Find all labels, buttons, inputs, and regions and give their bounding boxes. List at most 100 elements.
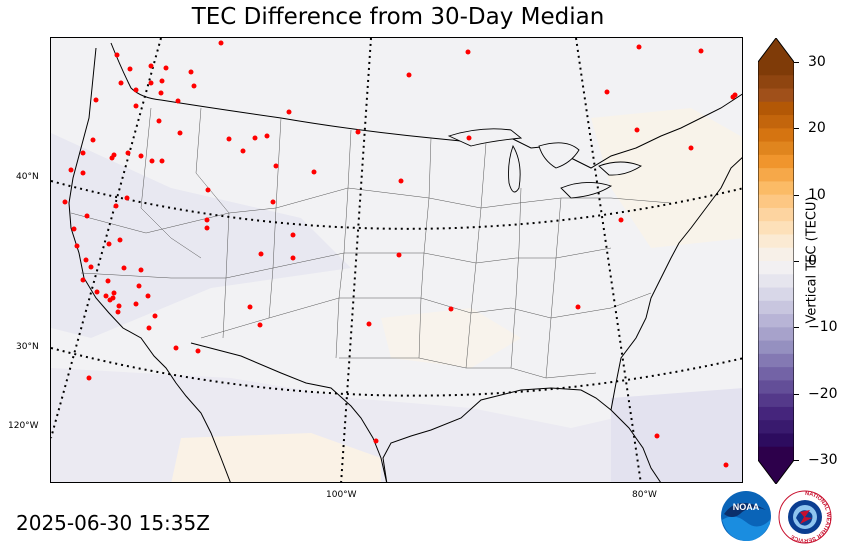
gps-station-marker	[124, 195, 130, 201]
colorbar-tick-mark	[794, 393, 799, 395]
colorbar-band	[758, 393, 794, 408]
nws-logo: NATIONAL WEATHER SERVICE	[778, 490, 832, 544]
gps-station-marker	[163, 65, 169, 71]
lon-label-100w: 100°W	[326, 490, 357, 500]
noaa-logo: NOAA	[721, 491, 771, 542]
gps-station-marker	[148, 80, 154, 86]
colorbar-tick-mark	[794, 261, 799, 262]
gps-station-marker	[156, 118, 162, 124]
colorbar-band	[758, 88, 794, 103]
gps-station-marker	[125, 150, 131, 156]
colorbar-band	[758, 128, 794, 143]
gps-station-marker	[205, 187, 211, 193]
colorbar-band	[758, 168, 794, 182]
gps-station-marker	[149, 158, 155, 164]
colorbar-tick-mark	[794, 327, 799, 329]
gps-station-marker	[68, 167, 74, 173]
gps-station-marker	[118, 80, 124, 86]
colorbar-tick-label: −10	[808, 319, 838, 336]
gps-station-marker	[273, 163, 279, 169]
gps-station-marker	[366, 321, 372, 327]
station-markers	[62, 40, 738, 468]
colorbar-band	[758, 115, 794, 129]
gps-station-marker	[146, 325, 152, 331]
gps-station-marker	[396, 252, 402, 258]
colorbar-tick-label: −30	[808, 452, 838, 468]
lon-label-80w: 80°W	[632, 490, 657, 500]
gps-station-marker	[115, 309, 121, 315]
gps-station-marker	[84, 213, 90, 219]
gps-station-marker	[654, 433, 660, 439]
colorbar-band	[758, 446, 794, 461]
gps-station-marker	[195, 348, 201, 354]
gps-station-marker	[618, 217, 624, 223]
colorbar-band	[758, 420, 794, 434]
gps-station-marker	[117, 237, 123, 243]
colorbar-band	[758, 221, 794, 235]
colorbar-band	[758, 327, 794, 342]
colorbar-band	[758, 433, 794, 448]
colorbar	[758, 38, 794, 484]
colorbar-band	[758, 141, 794, 156]
lat-label-30n: 30°N	[16, 342, 39, 352]
colorbar-tick-mark	[794, 194, 799, 196]
gps-station-marker	[252, 135, 258, 141]
gps-station-marker	[698, 48, 704, 54]
lon-label-120w: 120°W	[8, 421, 39, 431]
gps-station-marker	[159, 78, 165, 84]
gps-station-marker	[286, 109, 292, 115]
colorbar-band	[758, 340, 794, 355]
gps-station-marker	[290, 232, 296, 238]
gps-station-marker	[373, 438, 379, 444]
gps-station-marker	[158, 90, 164, 96]
great-lakes	[447, 128, 642, 199]
gps-station-marker	[257, 322, 263, 328]
gps-station-marker	[311, 169, 317, 175]
gps-station-marker	[103, 293, 109, 299]
colorbar-tick-mark	[794, 62, 799, 63]
colorbar-tick-label: 10	[808, 186, 826, 203]
gps-station-marker	[247, 304, 253, 310]
gps-station-marker	[218, 40, 224, 46]
gps-station-marker	[80, 277, 86, 283]
tec-map	[50, 37, 743, 483]
colorbar-extend-bottom	[758, 460, 794, 484]
colorbar-band	[758, 181, 794, 196]
colorbar-band	[758, 380, 794, 395]
colorbar-band	[758, 261, 794, 275]
colorbar-band	[758, 62, 794, 76]
gps-station-marker	[448, 306, 454, 312]
gps-station-marker	[258, 251, 264, 257]
gps-station-marker	[121, 265, 127, 271]
timestamp: 2025-06-30 15:35Z	[16, 511, 210, 535]
gps-station-marker	[80, 170, 86, 176]
gps-station-marker	[204, 217, 210, 223]
gps-station-marker	[226, 136, 232, 142]
gps-station-marker	[465, 49, 471, 55]
colorbar-tick-label: 0	[808, 253, 817, 269]
gps-station-marker	[723, 462, 729, 468]
gps-station-marker	[74, 243, 80, 249]
gps-station-marker	[83, 257, 89, 263]
colorbar-band	[758, 101, 794, 116]
gps-station-marker	[110, 295, 116, 301]
gps-station-marker	[188, 69, 194, 75]
gps-station-marker	[175, 98, 181, 104]
tec-shading	[51, 108, 742, 482]
colorbar-tick-label: 20	[808, 120, 826, 137]
colorbar-band	[758, 75, 794, 90]
colorbar-band	[758, 207, 794, 222]
gps-station-marker	[270, 199, 276, 205]
gps-station-marker	[113, 203, 119, 209]
colorbar-band	[758, 194, 794, 209]
colorbar-extend-top	[758, 38, 794, 62]
gps-station-marker	[80, 150, 86, 156]
colorbar-band	[758, 367, 794, 381]
gps-station-marker	[145, 293, 151, 299]
colorbar-band	[758, 353, 794, 368]
gps-station-marker	[116, 303, 122, 309]
gps-station-marker	[106, 241, 112, 247]
gps-station-marker	[62, 199, 68, 205]
gps-station-marker	[636, 44, 642, 50]
gps-station-marker	[177, 130, 183, 136]
